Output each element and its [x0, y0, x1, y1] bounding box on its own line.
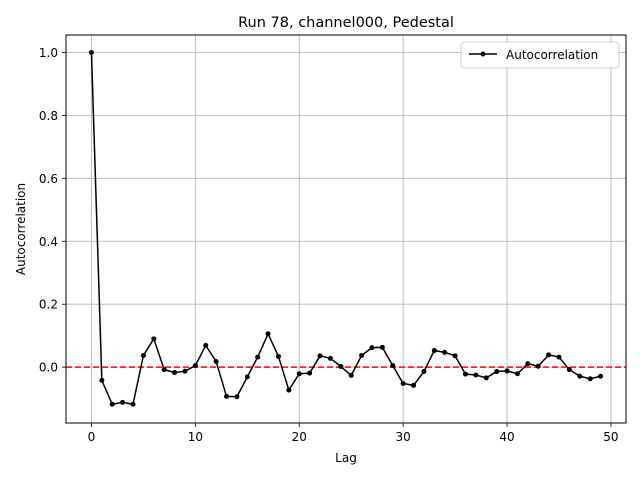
data-point	[244, 374, 250, 380]
data-point	[109, 401, 115, 407]
legend: Autocorrelation	[460, 41, 620, 69]
data-point	[452, 353, 458, 359]
y-tick-label: 0.0	[39, 361, 58, 375]
data-point	[203, 342, 209, 348]
chart-title: Run 78, channel000, Pedestal	[238, 15, 454, 31]
data-point	[338, 364, 344, 370]
legend-label: Autocorrelation	[506, 48, 598, 62]
data-point	[566, 367, 572, 373]
data-point	[99, 377, 105, 383]
data-point	[317, 353, 323, 359]
legend-box	[460, 41, 620, 69]
data-point	[504, 368, 510, 374]
x-tick-label: 40	[499, 430, 514, 444]
y-axis-ticks: 0.0 0.2 0.4 0.6 0.8 1.0	[39, 46, 66, 375]
data-point	[348, 372, 354, 378]
data-point	[307, 370, 313, 376]
grid-lines	[66, 35, 626, 423]
data-point	[556, 354, 562, 360]
y-tick-label: 0.8	[39, 109, 58, 123]
x-tick-label: 50	[603, 430, 618, 444]
y-axis-label: Autocorrelation	[14, 183, 28, 275]
data-point	[296, 371, 302, 377]
data-point	[587, 376, 593, 382]
data-point	[494, 369, 500, 375]
data-point	[462, 371, 468, 377]
data-point	[400, 381, 406, 387]
x-axis-ticks: 0 10 20 30 40 50	[88, 423, 619, 444]
data-point	[234, 394, 240, 400]
data-point	[213, 358, 219, 364]
data-point	[130, 401, 136, 407]
data-point	[421, 369, 427, 375]
data-point	[546, 352, 552, 358]
x-tick-label: 10	[188, 430, 203, 444]
data-point	[286, 387, 292, 393]
data-point	[140, 353, 146, 359]
data-point	[431, 347, 437, 353]
data-point	[483, 375, 489, 381]
data-point	[255, 354, 261, 360]
x-axis-label: Lag	[335, 451, 357, 465]
data-point	[327, 355, 333, 361]
legend-marker-sample	[480, 51, 486, 57]
data-point	[369, 345, 375, 351]
data-point	[442, 349, 448, 355]
data-point	[161, 367, 167, 373]
data-point	[224, 393, 230, 399]
y-tick-label: 0.2	[39, 298, 58, 312]
x-tick-label: 0	[88, 430, 96, 444]
x-tick-label: 20	[292, 430, 307, 444]
y-tick-label: 1.0	[39, 46, 58, 60]
data-point	[275, 353, 281, 359]
data-point	[411, 382, 417, 388]
plot-frame	[65, 34, 627, 424]
data-point	[172, 369, 178, 375]
data-point	[379, 344, 385, 350]
data-point	[525, 361, 531, 367]
data-point	[265, 331, 271, 337]
x-tick-label: 30	[396, 430, 411, 444]
data-point	[151, 336, 157, 342]
series-line	[90, 52, 601, 406]
series-autocorrelation	[88, 49, 604, 407]
data-point	[88, 49, 94, 55]
data-point	[192, 363, 198, 369]
y-tick-label: 0.6	[39, 172, 58, 186]
data-point	[390, 363, 396, 369]
data-point	[182, 368, 188, 374]
data-point	[535, 363, 541, 369]
data-point	[514, 371, 520, 377]
data-point	[473, 372, 479, 378]
data-point	[120, 399, 126, 405]
data-point	[577, 373, 583, 379]
data-point	[359, 353, 365, 359]
y-tick-label: 0.4	[39, 235, 58, 249]
data-point	[598, 373, 604, 379]
